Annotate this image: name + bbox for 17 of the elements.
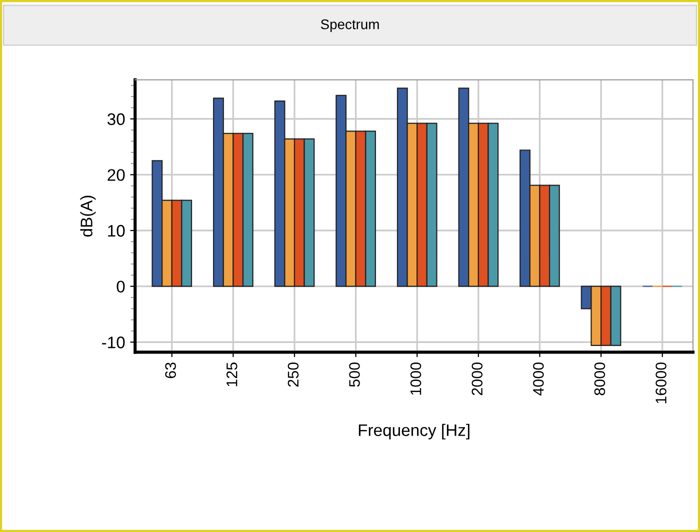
y-tick-label: -10 (102, 336, 125, 348)
x-tick-label: 4000 (533, 362, 544, 396)
x-tick-label: 16000 (656, 362, 666, 404)
x-tick-label: 63 (165, 362, 176, 378)
y-tick-label: 30 (107, 113, 125, 126)
chart-title: Spectrum (320, 19, 379, 32)
y-tick-label: 10 (108, 224, 125, 237)
y-tick-label: 20 (108, 169, 125, 181)
x-tick-label: 1000 (410, 362, 422, 395)
x-tick-label: 250 (288, 362, 299, 387)
x-tick-label: 8000 (594, 362, 606, 396)
x-tick-label: 125 (226, 362, 238, 386)
y-axis-title: dB(A) (80, 196, 96, 237)
x-tick-label: 2000 (472, 362, 483, 396)
x-tick-label: 500 (349, 362, 360, 387)
x-axis-title: Frequency [Hz] (358, 424, 470, 440)
y-tick-label: 0 (116, 280, 125, 293)
